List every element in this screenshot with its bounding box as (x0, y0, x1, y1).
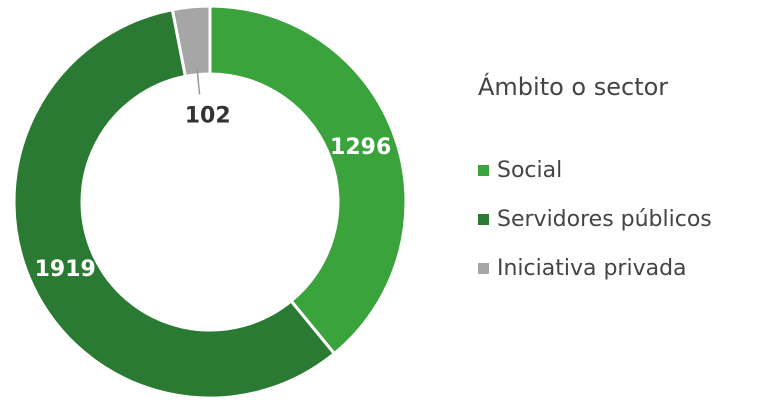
data-label: 102 (185, 103, 231, 128)
legend-swatch (478, 214, 489, 225)
legend-label: Iniciativa privada (497, 256, 687, 281)
legend-swatch (478, 165, 489, 176)
legend-swatch (478, 263, 489, 274)
data-label: 1296 (330, 135, 391, 160)
legend-label: Social (497, 158, 562, 183)
legend-label: Servidores públicos (497, 207, 712, 232)
data-label: 1919 (35, 257, 96, 282)
legend-title: Ámbito o sector (478, 72, 668, 101)
donut-slice (12, 7, 337, 400)
leader-line (196, 66, 201, 95)
donut-slice (170, 4, 212, 79)
donut-slice (208, 4, 408, 356)
